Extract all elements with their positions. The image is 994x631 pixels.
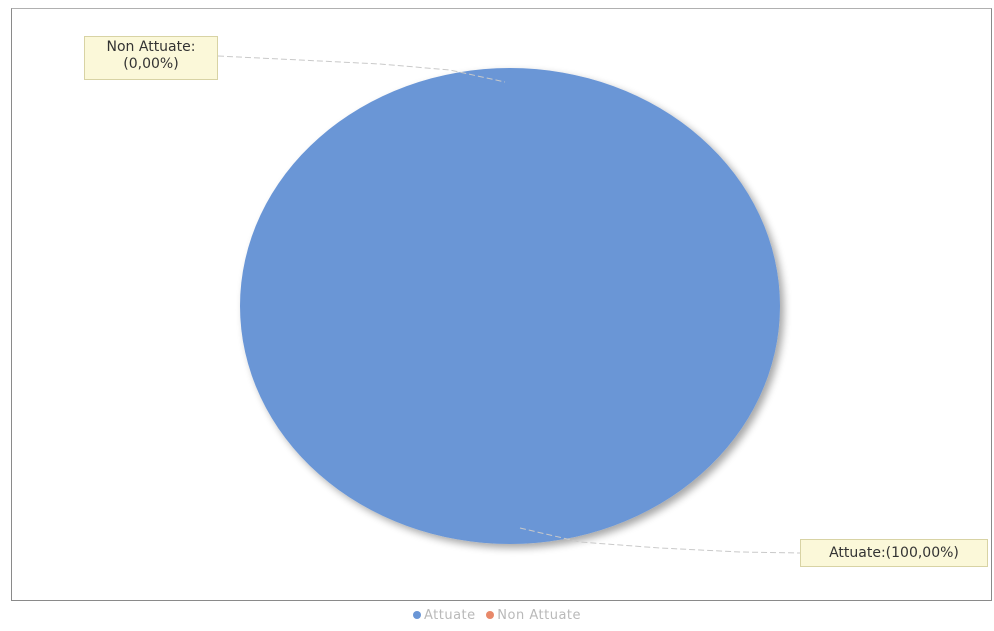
leader-line-non-attuate xyxy=(217,55,506,83)
pie-slice-attuate[interactable] xyxy=(240,68,780,544)
data-label-non-attuate-name: Non Attuate: xyxy=(106,39,196,55)
data-label-non-attuate: Non Attuate: (0,00%) xyxy=(84,36,218,80)
legend-marker-attuate xyxy=(412,611,421,619)
legend-item-non-attuate[interactable]: Non Attuate xyxy=(486,608,581,623)
leader-line-attuate xyxy=(519,527,801,554)
data-label-attuate: Attuate:(100,00%) xyxy=(800,539,988,567)
data-label-non-attuate-percent: (0,00%) xyxy=(123,56,179,72)
data-label-attuate-text: Attuate:(100,00%) xyxy=(829,545,959,561)
legend-marker-non-attuate xyxy=(486,611,495,619)
legend-item-attuate[interactable]: Attuate xyxy=(412,608,476,623)
leader-lines xyxy=(217,55,801,554)
legend-label-non-attuate: Non Attuate xyxy=(497,608,582,623)
legend: Attuate Non Attuate xyxy=(0,608,994,628)
legend-label-attuate: Attuate xyxy=(423,608,476,623)
pie-slices xyxy=(240,68,780,544)
